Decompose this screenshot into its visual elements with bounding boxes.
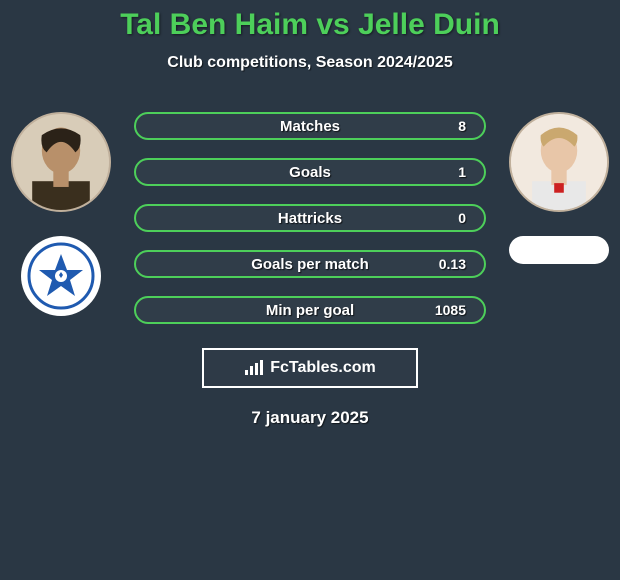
stat-value-right: 1 xyxy=(458,164,466,180)
page-title: Tal Ben Haim vs Jelle Duin xyxy=(0,8,620,42)
right-player-avatar xyxy=(509,112,609,212)
stat-row-matches: Matches 8 xyxy=(134,112,486,140)
stat-value-right: 0.13 xyxy=(439,256,466,272)
stat-label: Matches xyxy=(280,118,340,135)
main-row: Matches 8 Goals 1 Hattricks 0 Goals per … xyxy=(0,112,620,324)
subtitle: Club competitions, Season 2024/2025 xyxy=(0,54,620,72)
right-player-col xyxy=(504,112,614,264)
stat-label: Min per goal xyxy=(266,302,354,319)
right-club-badge xyxy=(509,236,609,264)
stat-value-right: 8 xyxy=(458,118,466,134)
stat-value-right: 0 xyxy=(458,210,466,226)
date-text: 7 january 2025 xyxy=(0,408,620,428)
watermark-text: FcTables.com xyxy=(270,359,376,377)
stat-row-min-per-goal: Min per goal 1085 xyxy=(134,296,486,324)
watermark-box: FcTables.com xyxy=(202,348,418,388)
left-club-badge xyxy=(21,236,101,316)
stats-column: Matches 8 Goals 1 Hattricks 0 Goals per … xyxy=(116,112,504,324)
stat-row-goals-per-match: Goals per match 0.13 xyxy=(134,250,486,278)
stat-label: Hattricks xyxy=(278,210,342,227)
stat-label: Goals xyxy=(289,164,331,181)
club-crest-icon xyxy=(21,236,101,316)
bar-chart-icon xyxy=(244,360,264,376)
left-player-avatar xyxy=(11,112,111,212)
stat-row-hattricks: Hattricks 0 xyxy=(134,204,486,232)
comparison-card: Tal Ben Haim vs Jelle Duin Club competit… xyxy=(0,0,620,428)
stat-label: Goals per match xyxy=(251,256,369,273)
stat-row-goals: Goals 1 xyxy=(134,158,486,186)
left-player-col xyxy=(6,112,116,316)
person-icon xyxy=(511,114,607,210)
person-icon xyxy=(13,114,109,210)
stat-value-right: 1085 xyxy=(435,302,466,318)
